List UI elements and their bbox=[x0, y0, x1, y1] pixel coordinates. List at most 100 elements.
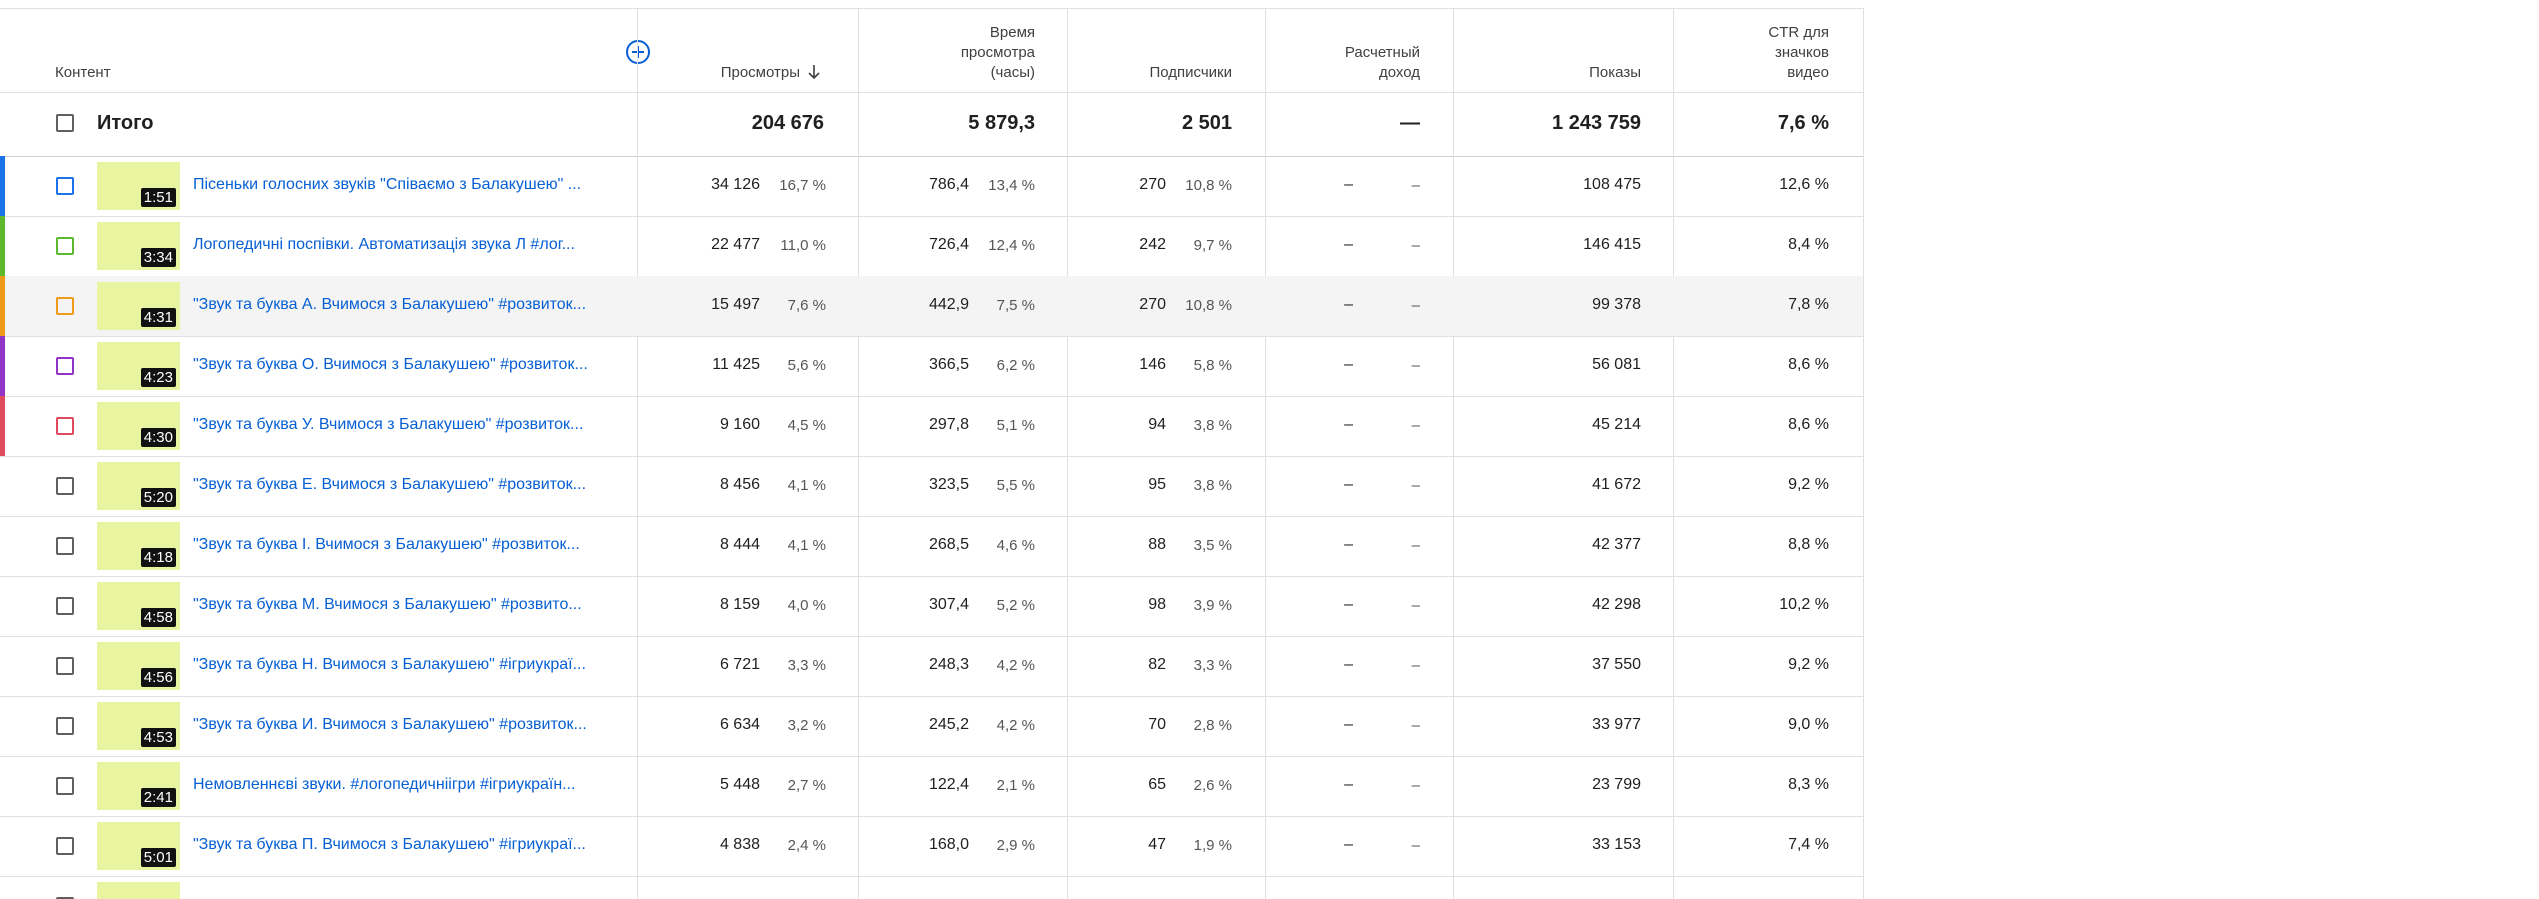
checkbox[interactable] bbox=[56, 114, 74, 132]
checkbox[interactable] bbox=[56, 357, 74, 375]
header-ctr[interactable]: значков bbox=[1775, 43, 1829, 63]
row-color-bar bbox=[0, 336, 5, 396]
video-title[interactable]: Логопедичні поспівки. Автоматизація звук… bbox=[193, 236, 575, 254]
header-ctr[interactable]: CTR для bbox=[1768, 23, 1829, 43]
video-title[interactable]: "Звук та буква Н. Вчимося з Балакушею" #… bbox=[193, 656, 586, 674]
video-thumbnail[interactable]: 4:23 bbox=[97, 342, 180, 390]
divider bbox=[0, 216, 1863, 217]
checkbox[interactable] bbox=[56, 597, 74, 615]
video-thumbnail[interactable]: 5:20 bbox=[97, 462, 180, 510]
revenue: – bbox=[1344, 596, 1353, 614]
checkbox[interactable] bbox=[56, 537, 74, 555]
revenue-pct: – bbox=[1412, 537, 1420, 554]
header-revenue[interactable]: Расчетный bbox=[1345, 43, 1420, 63]
video-thumbnail[interactable]: 4:56 bbox=[97, 642, 180, 690]
divider bbox=[0, 8, 1863, 9]
views-pct: 11,0 % bbox=[780, 237, 826, 254]
watch: 442,9 bbox=[929, 296, 969, 314]
column-divider bbox=[1673, 8, 1674, 899]
subs-pct: 3,3 % bbox=[1194, 657, 1232, 674]
views-pct: 5,6 % bbox=[788, 357, 826, 374]
video-title[interactable]: "Звук та буква Е. Вчимося з Балакушею" #… bbox=[193, 476, 586, 494]
duration: 4:30 bbox=[141, 428, 176, 447]
header-watch_time[interactable]: просмотра bbox=[961, 43, 1035, 63]
video-thumbnail[interactable]: 1:51 bbox=[97, 162, 180, 210]
checkbox[interactable] bbox=[56, 297, 74, 315]
video-title[interactable]: "Звук та буква О. Вчимося з Балакушею" #… bbox=[193, 356, 588, 374]
video-title[interactable]: "Звук та буква П. Вчимося з Балакушею" #… bbox=[193, 836, 586, 854]
duration: 4:53 bbox=[141, 728, 176, 747]
video-thumbnail[interactable]: 4:53 bbox=[97, 702, 180, 750]
divider bbox=[0, 636, 1863, 637]
revenue: – bbox=[1344, 776, 1353, 794]
revenue: – bbox=[1344, 356, 1353, 374]
video-thumbnail[interactable]: 3:34 bbox=[97, 222, 180, 270]
video-thumbnail[interactable]: 4:30 bbox=[97, 402, 180, 450]
video-title[interactable]: "Звук та буква М. Вчимося з Балакушею" #… bbox=[193, 596, 582, 614]
divider bbox=[0, 92, 1863, 93]
views: 11 425 bbox=[712, 356, 760, 374]
subs-pct: 3,5 % bbox=[1194, 537, 1232, 554]
subs-pct: 3,8 % bbox=[1194, 477, 1232, 494]
video-title[interactable]: "Звук та буква А. Вчимося з Балакушею" #… bbox=[193, 296, 586, 314]
video-title[interactable]: "Звук та буква У. Вчимося з Балакушею" #… bbox=[193, 416, 583, 434]
header-content: Контент bbox=[55, 63, 111, 83]
video-title[interactable]: Немовленнєві звуки. #логопедичніігри #іг… bbox=[193, 776, 575, 794]
video-thumbnail[interactable] bbox=[97, 882, 180, 899]
video-thumbnail[interactable]: 4:31 bbox=[97, 282, 180, 330]
watch-pct: 4,2 % bbox=[997, 657, 1035, 674]
checkbox[interactable] bbox=[56, 717, 74, 735]
checkbox[interactable] bbox=[56, 177, 74, 195]
sort-arrow[interactable] bbox=[806, 63, 822, 81]
total-views: 204 676 bbox=[752, 112, 824, 135]
checkbox[interactable] bbox=[56, 657, 74, 675]
total-revenue: — bbox=[1400, 112, 1420, 135]
watch: 245,2 bbox=[929, 716, 969, 734]
checkbox[interactable] bbox=[56, 837, 74, 855]
views-pct: 3,2 % bbox=[788, 717, 826, 734]
subs: 88 bbox=[1148, 536, 1166, 554]
divider bbox=[0, 876, 1863, 877]
revenue-pct: – bbox=[1412, 837, 1420, 854]
add-column-button[interactable] bbox=[624, 38, 652, 66]
video-title[interactable]: "Звук та буква І. Вчимося з Балакушею" #… bbox=[193, 536, 580, 554]
checkbox[interactable] bbox=[56, 417, 74, 435]
analytics-table: Контент Просмотры Времяпросмотра(часы) Подп… bbox=[0, 0, 2539, 899]
divider bbox=[0, 156, 1863, 157]
impressions: 41 672 bbox=[1592, 476, 1641, 494]
header-views[interactable]: Просмотры bbox=[721, 63, 800, 83]
views-pct: 4,1 % bbox=[788, 477, 826, 494]
views-pct: 4,1 % bbox=[788, 537, 826, 554]
watch: 366,5 bbox=[929, 356, 969, 374]
revenue-pct: – bbox=[1412, 777, 1420, 794]
ctr: 12,6 % bbox=[1779, 176, 1829, 194]
subs: 94 bbox=[1148, 416, 1166, 434]
video-thumbnail[interactable]: 2:41 bbox=[97, 762, 180, 810]
header-impressions[interactable]: Показы bbox=[1589, 63, 1641, 83]
views-pct: 7,6 % bbox=[788, 297, 826, 314]
header-revenue[interactable]: доход bbox=[1379, 63, 1420, 83]
header-ctr[interactable]: видео bbox=[1787, 63, 1829, 83]
watch: 268,5 bbox=[929, 536, 969, 554]
video-thumbnail[interactable]: 5:01 bbox=[97, 822, 180, 870]
watch: 307,4 bbox=[929, 596, 969, 614]
ctr: 9,2 % bbox=[1788, 656, 1829, 674]
row-color-bar bbox=[0, 216, 5, 276]
checkbox[interactable] bbox=[56, 237, 74, 255]
header-subscribers[interactable]: Подписчики bbox=[1149, 63, 1232, 83]
watch: 726,4 bbox=[929, 236, 969, 254]
revenue: – bbox=[1344, 176, 1353, 194]
checkbox[interactable] bbox=[56, 477, 74, 495]
subs-pct: 1,9 % bbox=[1194, 837, 1232, 854]
subs: 65 bbox=[1148, 776, 1166, 794]
revenue: – bbox=[1344, 296, 1353, 314]
ctr: 8,6 % bbox=[1788, 416, 1829, 434]
checkbox[interactable] bbox=[56, 777, 74, 795]
video-thumbnail[interactable]: 4:18 bbox=[97, 522, 180, 570]
divider bbox=[0, 576, 1863, 577]
video-title[interactable]: Пісеньки голосних звуків "Співаємо з Бал… bbox=[193, 176, 581, 194]
video-title[interactable]: "Звук та буква И. Вчимося з Балакушею" #… bbox=[193, 716, 587, 734]
header-watch_time[interactable]: Время bbox=[990, 23, 1035, 43]
header-watch_time[interactable]: (часы) bbox=[991, 63, 1035, 83]
video-thumbnail[interactable]: 4:58 bbox=[97, 582, 180, 630]
